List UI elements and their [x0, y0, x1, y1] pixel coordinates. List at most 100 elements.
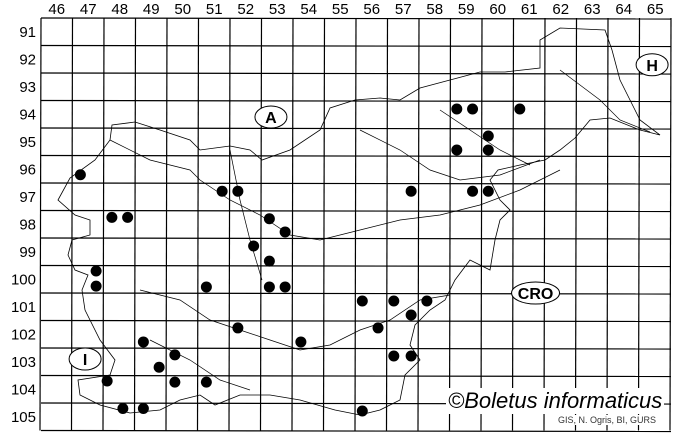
grid-line-vertical: [291, 17, 294, 431]
column-label: 52: [237, 1, 254, 18]
svg-text:CRO: CRO: [518, 286, 554, 303]
grid-line-horizontal: [40, 182, 672, 185]
grid-line-horizontal: [40, 209, 672, 213]
row-label: 99: [19, 244, 36, 261]
watermark: ©Boletus informaticus: [446, 388, 665, 414]
record-dot: [122, 211, 134, 223]
record-dot: [279, 226, 291, 238]
grid-line-vertical: [102, 17, 105, 431]
column-label: 63: [584, 1, 601, 18]
record-dot: [482, 130, 494, 142]
grid-line-vertical: [448, 17, 452, 431]
grid-line-horizontal: [40, 237, 672, 240]
column-label: 47: [80, 1, 97, 18]
row-label: 96: [19, 161, 36, 178]
grid-line-vertical: [165, 17, 168, 431]
row-label: 97: [19, 189, 36, 206]
grid-line-horizontal: [40, 292, 672, 295]
record-dot: [279, 281, 291, 293]
grid-line-vertical: [228, 17, 231, 431]
grid-line-vertical: [196, 17, 200, 431]
record-dot: [263, 213, 275, 225]
grid-line-horizontal: [40, 319, 672, 323]
row-label: 100: [11, 271, 36, 288]
record-dot: [421, 295, 433, 307]
record-dot: [405, 350, 417, 362]
record-dot: [117, 403, 129, 414]
column-label: 51: [206, 1, 223, 18]
record-dot: [482, 144, 494, 156]
country-labels: A H I CRO: [68, 53, 669, 371]
row-label: 105: [11, 409, 36, 426]
grid-line-vertical: [385, 17, 389, 431]
grid-line-horizontal: [40, 264, 672, 268]
grid-line-horizontal: [40, 44, 672, 48]
column-label: 53: [269, 1, 286, 18]
row-label: 102: [11, 326, 36, 343]
country-label-h: H: [635, 53, 669, 77]
column-label: 60: [489, 1, 506, 18]
record-dot: [514, 103, 526, 115]
grid-line-vertical: [417, 17, 420, 431]
row-label: 104: [11, 381, 36, 398]
record-dot: [248, 240, 260, 252]
grid-line-vertical: [322, 17, 326, 431]
row-label: 98: [19, 216, 36, 233]
record-dot: [405, 185, 417, 197]
record-dot: [90, 265, 102, 277]
record-dot: [200, 376, 212, 388]
svg-text:H: H: [646, 58, 658, 75]
record-dot: [388, 295, 400, 307]
column-label: 46: [48, 1, 65, 18]
grid-line-horizontal: [40, 72, 672, 75]
grid-line-vertical: [480, 17, 483, 431]
grid-line-vertical: [637, 17, 641, 431]
column-label: 59: [458, 1, 475, 18]
record-dot: [482, 185, 494, 197]
grid-line-horizontal: [40, 154, 672, 158]
record-dot: [405, 309, 417, 321]
grid-line-horizontal: [40, 17, 672, 20]
grid-line-horizontal: [40, 127, 672, 130]
record-dots: [74, 103, 526, 417]
column-label: 57: [395, 1, 412, 18]
map-grid: [39, 17, 672, 433]
row-labels: 91 92 93 94 95 96 97 98 99 100 101 102 103 104 105: [11, 24, 36, 426]
grid-line-horizontal: [40, 374, 672, 378]
record-dot: [169, 349, 181, 361]
grid-line-vertical: [354, 17, 357, 431]
record-dot: [467, 185, 479, 197]
record-dot: [137, 403, 149, 414]
row-label: 94: [19, 106, 36, 123]
column-label: 62: [552, 1, 569, 18]
record-dot: [356, 295, 368, 307]
record-dot: [295, 336, 307, 348]
record-dot: [200, 281, 212, 293]
record-dot: [451, 103, 463, 115]
record-dot: [467, 103, 479, 115]
grid-line-vertical: [574, 17, 578, 431]
column-label: 49: [143, 1, 160, 18]
record-dot: [388, 350, 400, 362]
record-dot: [101, 375, 113, 387]
column-label: 48: [111, 1, 128, 18]
record-dot: [232, 322, 244, 334]
grid-line-vertical: [511, 17, 515, 431]
column-label: 61: [521, 1, 538, 18]
country-border: [57, 27, 661, 416]
grid-line-vertical: [133, 17, 137, 431]
record-dot: [137, 336, 149, 348]
column-label: 58: [426, 1, 443, 18]
record-dot: [372, 322, 384, 334]
svg-text:A: A: [265, 110, 277, 127]
column-labels: 46 47 48 49 50 51 52 53 54 55 56 57 58 59 60 61 62 63 64 65: [48, 1, 663, 18]
row-label: 101: [11, 299, 36, 316]
rivers: [109, 69, 651, 391]
grid-line-vertical: [39, 17, 42, 431]
column-label: 55: [332, 1, 349, 18]
country-label-i: I: [68, 347, 102, 371]
record-dot: [451, 144, 463, 156]
row-label: 93: [19, 79, 36, 96]
record-dot: [263, 281, 275, 293]
record-dot: [90, 280, 102, 292]
